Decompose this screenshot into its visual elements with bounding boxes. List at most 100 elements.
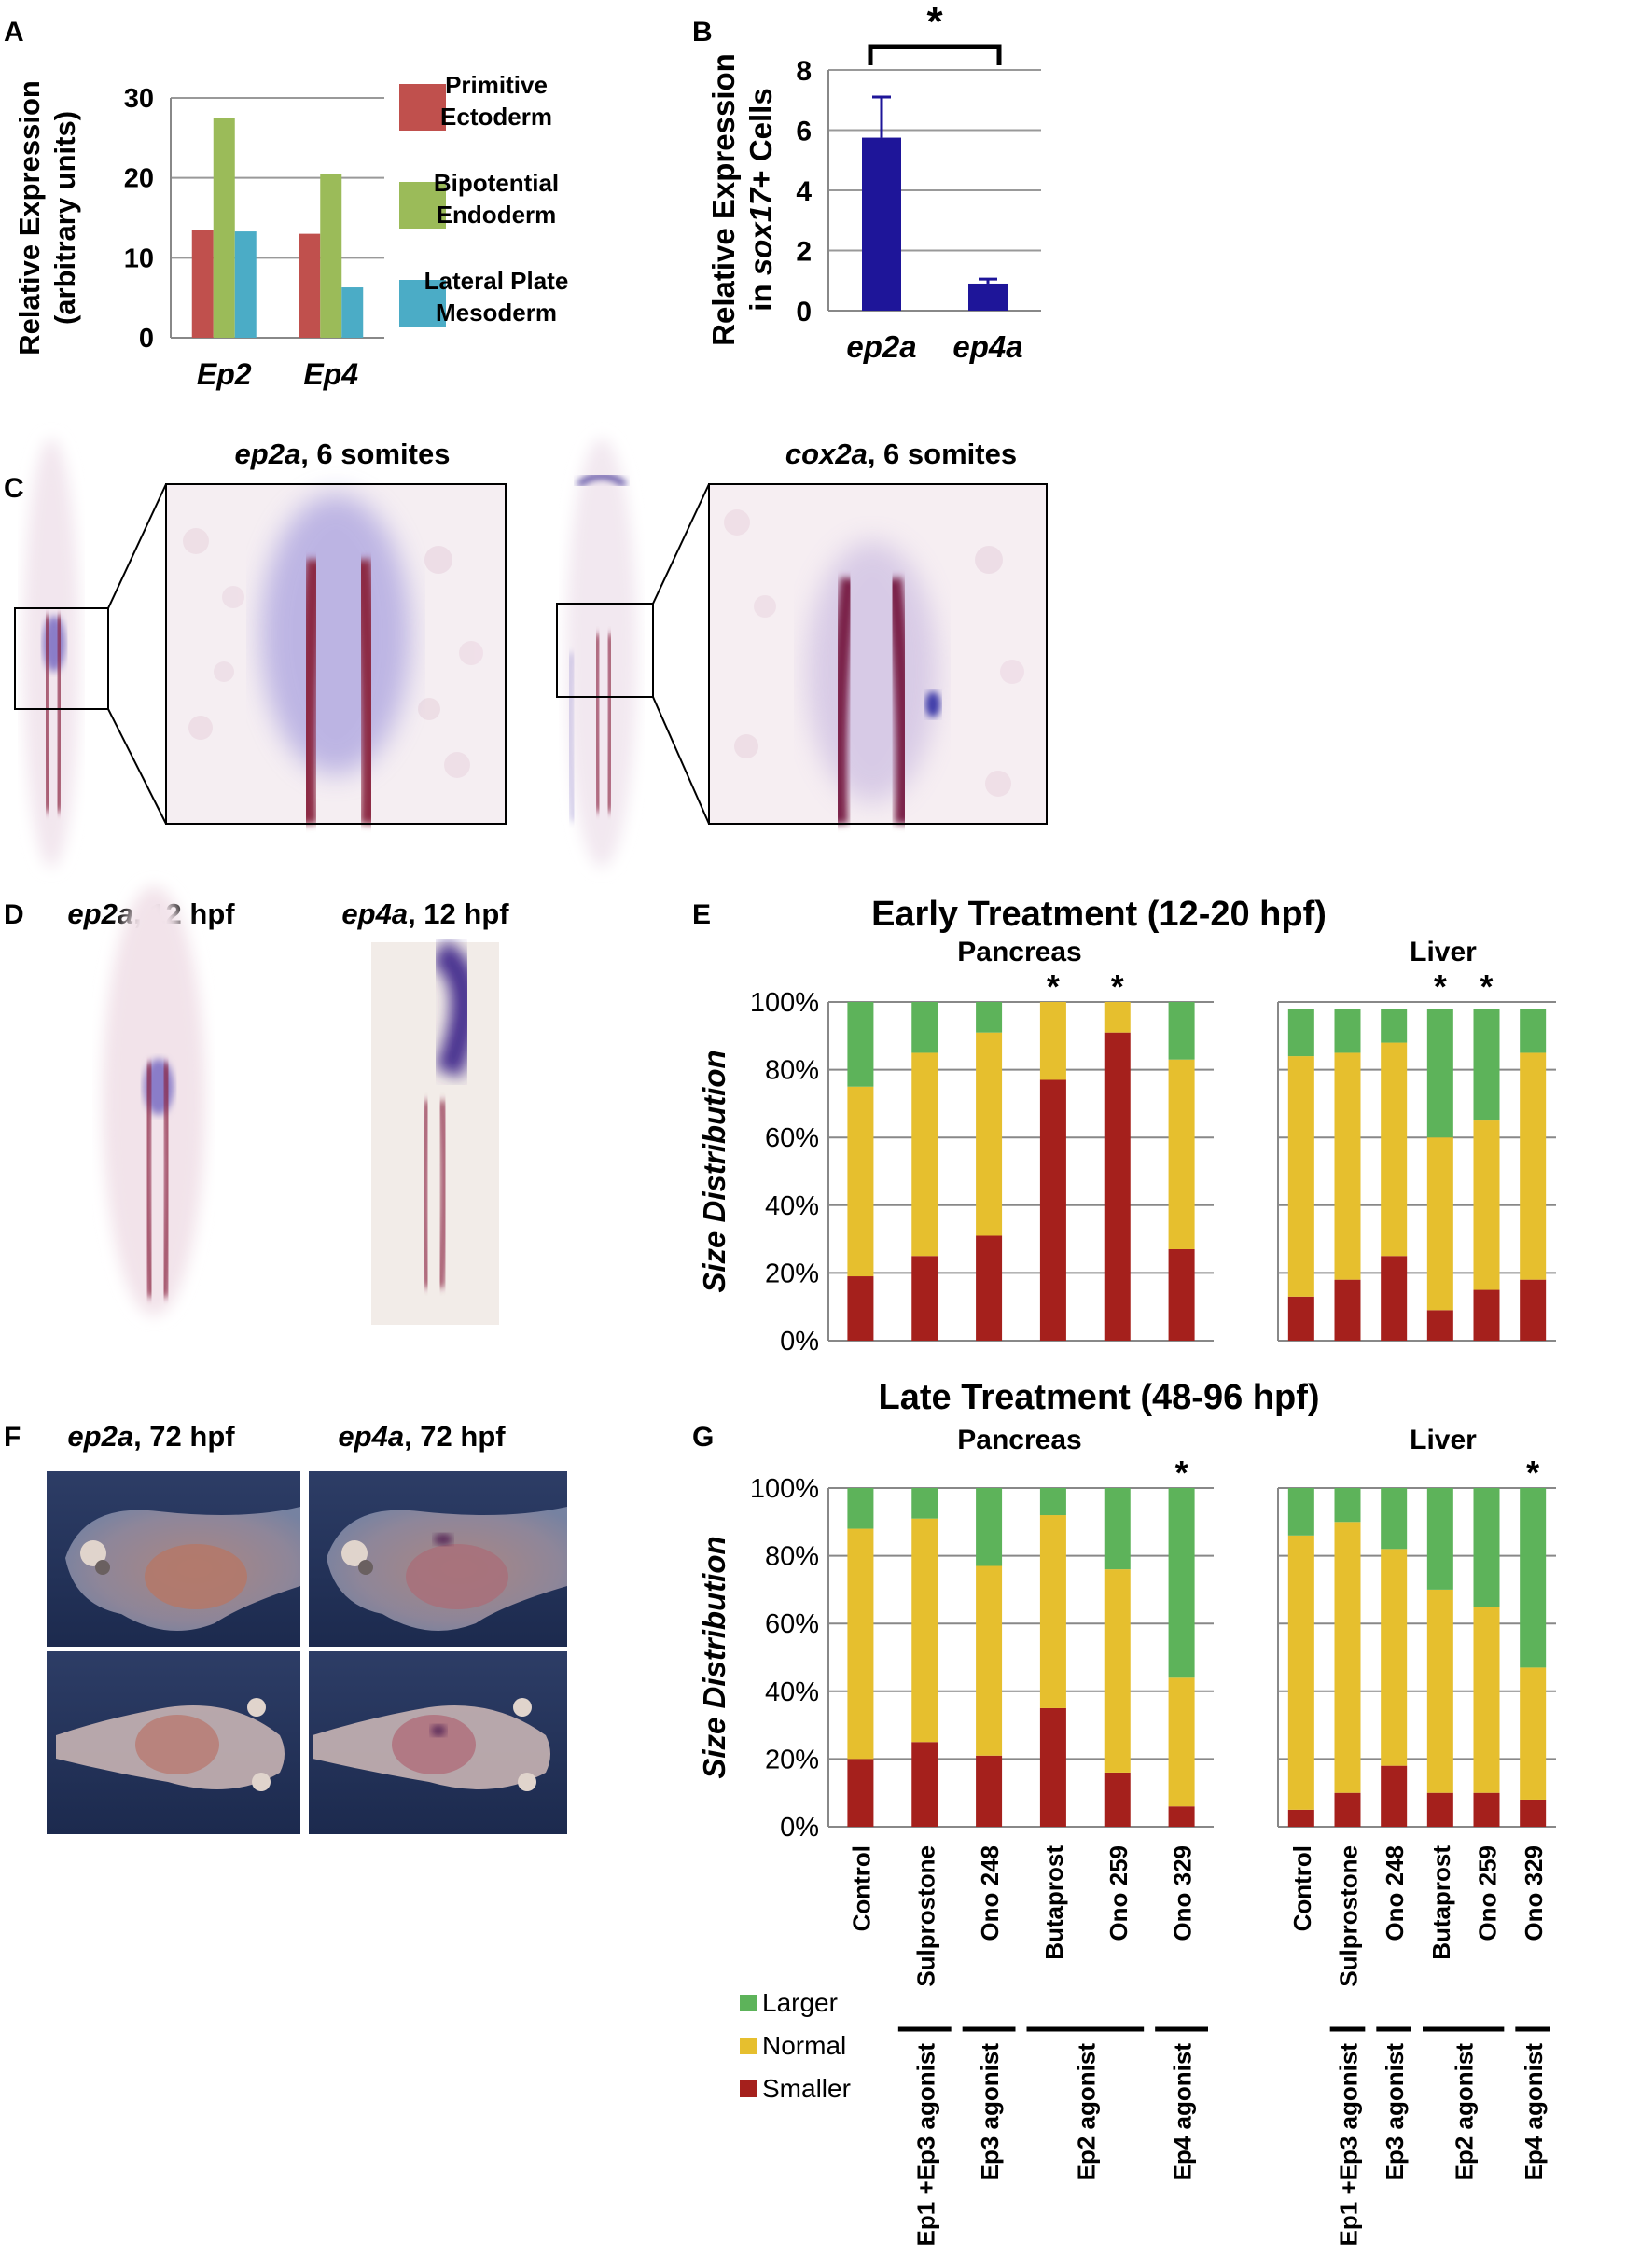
stacked-bar-smaller (1104, 1772, 1131, 1827)
stacked-ytick: 20% (765, 1745, 819, 1774)
stacked-bar-larger (1287, 1488, 1314, 1536)
b-ytick: 4 (796, 176, 812, 207)
stacked-ytick: 60% (765, 1123, 819, 1153)
stacked-subtitle: Pancreas (957, 937, 1081, 967)
stacked-bar-smaller (1473, 1792, 1500, 1827)
c-inset-box-left (14, 607, 109, 710)
a-legend-swatch (399, 182, 446, 229)
stacked-ytick: 40% (765, 1677, 819, 1707)
f-photo-left-ventral (47, 1651, 300, 1834)
a-xtick: Ep4 (303, 357, 358, 391)
micrograph-d: ep2a, 12 hpf ep4a, 12 hpf (67, 886, 509, 1325)
legend-label-larger: Larger (762, 1988, 838, 2017)
chart-b: 0 2 4 6 8 ep2a ep4a * Relative Expressionin sox1… (706, 0, 1041, 364)
stacked-bar-larger (847, 1002, 874, 1087)
g-category-label: Sulprostone (1335, 1845, 1363, 1987)
stacked-bar-normal (847, 1528, 874, 1760)
stacked-bar-smaller (1381, 1256, 1408, 1341)
b-ylabel: Relative Expressionin sox17+ Cells (706, 53, 778, 346)
b-ytick: 0 (796, 297, 812, 327)
stacked-bar-larger (1039, 1488, 1066, 1516)
stacked-bar-larger (1104, 1488, 1131, 1570)
c-zoom-line-left-top (107, 483, 167, 609)
a-legend-line: Bipotential (434, 169, 559, 197)
legend-swatch-larger (740, 1995, 757, 2011)
stacked-subtitle: Liver (1410, 1425, 1477, 1455)
size-legend: Larger Normal Smaller (740, 1988, 851, 2103)
g-category-label: Ono 329 (1520, 1845, 1548, 1941)
b-xtick: ep2a (846, 329, 916, 364)
a-legend-line: Mesoderm (436, 299, 557, 327)
a-xtick: Ep2 (197, 357, 252, 391)
stacked-bar-normal (847, 1086, 874, 1277)
agonist-group-label: Ep2 agonist (1451, 2043, 1479, 2181)
g-category-label: Control (1288, 1845, 1316, 1931)
stacked-bar-smaller (976, 1235, 1003, 1341)
stacked-bar-smaller (1334, 1279, 1361, 1341)
stacked-bar-normal (1168, 1677, 1195, 1807)
f-left-title: ep2a, 72 hpf (67, 1420, 235, 1453)
stacked-bar-smaller (1168, 1806, 1195, 1827)
stacked-subtitle: Liver (1410, 937, 1477, 967)
stacked-bar-larger (1426, 1009, 1453, 1138)
d-embryo-left (103, 886, 205, 1315)
stacked-bar-normal (976, 1032, 1003, 1236)
c-embryo-small-left (23, 438, 79, 868)
a-legend-line: Ectoderm (440, 103, 552, 131)
stacked-bar-larger (847, 1488, 874, 1529)
panel-label-g: G (692, 1422, 714, 1453)
legend-swatch-normal (740, 2038, 757, 2054)
stacked-bar-larger (1168, 1002, 1195, 1060)
a-bar (234, 231, 257, 338)
b-ylabel-line2-gene: sox17 (744, 187, 778, 275)
c-inset-box-right (556, 603, 654, 698)
stacked-ytick: 100% (750, 988, 819, 1018)
stacked-bar-larger (1520, 1488, 1547, 1668)
c-zoom-line-right-top (652, 483, 710, 605)
panel-label-f: F (4, 1422, 21, 1453)
stacked-bar-larger (976, 1002, 1003, 1033)
f-photo-left-lateral (47, 1471, 300, 1647)
stacked-bar-larger (1168, 1488, 1195, 1678)
a-bar (320, 174, 342, 338)
stacked-bar-normal (976, 1565, 1003, 1756)
a-legend-line: Endoderm (437, 201, 557, 229)
stacked-bar-smaller (1039, 1079, 1066, 1341)
stacked-bar-smaller (1287, 1809, 1314, 1827)
agonist-group-label: Ep3 agonist (976, 2043, 1004, 2181)
stacked-bar-normal (1287, 1535, 1314, 1810)
chart-a: 0 10 20 30 Ep2 Ep4 Relative Expression(arbitra… (13, 71, 568, 391)
stacked-bar-smaller (1287, 1296, 1314, 1341)
stacked-bar-normal (1104, 1569, 1131, 1773)
stacked-ytick: 20% (765, 1259, 819, 1288)
agonist-group-label: Ep3 agonist (1381, 2043, 1409, 2181)
stacked-bar-normal (1334, 1052, 1361, 1280)
c-zoom-line-right-bottom (652, 696, 710, 825)
stacked-bar-smaller (1381, 1765, 1408, 1827)
stacked-ytick: 80% (765, 1056, 819, 1086)
agonist-group-label: Ep4 agonist (1520, 2043, 1548, 2181)
c-zoom-line-left-bottom (107, 708, 167, 825)
stacked-bar-larger (1334, 1009, 1361, 1053)
a-ylabel: Relative Expression(arbitrary units) (13, 80, 81, 355)
early-treatment-title: Early Treatment (12-20 hpf) (871, 895, 1327, 934)
stacked-bar-larger (1473, 1009, 1500, 1121)
g-category-label: Ono 259 (1474, 1845, 1502, 1941)
late-treatment-title: Late Treatment (48-96 hpf) (879, 1378, 1320, 1417)
a-legend-label: Primitive Ectoderm (440, 71, 552, 131)
stacked-bar-larger (1381, 1488, 1408, 1550)
a-legend-label: Bipotential Endoderm (434, 169, 559, 229)
b-bar (862, 137, 901, 311)
chart-g: 0% 20% 40% 60% 80% 100% Size Distribution Pancr… (697, 1425, 1556, 2246)
agonist-group-label: Ep4 agonist (1169, 2043, 1197, 2181)
stacked-bar-normal (1168, 1059, 1195, 1249)
stacked-bar-normal (1104, 1002, 1131, 1033)
stacked-bar-larger (1381, 1009, 1408, 1043)
b-bar (968, 283, 1008, 311)
stacked-bar-normal (1426, 1137, 1453, 1311)
a-legend-swatch (399, 280, 446, 327)
stacked-bar-larger (1473, 1488, 1500, 1607)
stacked-bar-normal (911, 1052, 938, 1257)
g-category-label: Butaprost (1427, 1845, 1455, 1960)
micrograph-c: ep2a, 6 somites cox2a, 6 somites (14, 438, 1048, 868)
